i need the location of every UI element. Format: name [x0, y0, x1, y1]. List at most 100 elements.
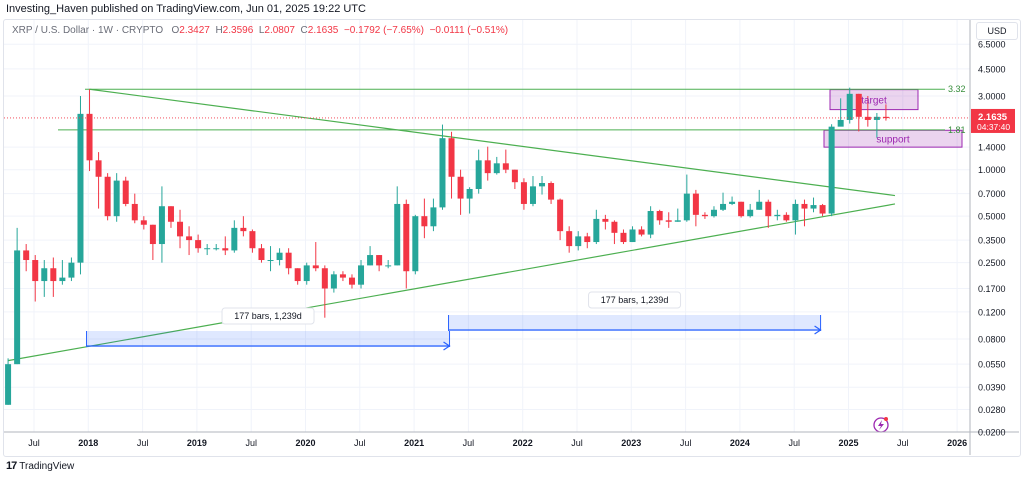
open-value: 2.3427	[179, 25, 210, 36]
price-tick-label: 6.5000	[978, 40, 1006, 50]
candle-body	[68, 262, 75, 278]
candle-body	[457, 176, 464, 199]
candle-body	[330, 274, 337, 289]
candle-body	[756, 201, 763, 210]
publish-info: Investing_Haven published on TradingView…	[6, 3, 366, 15]
time-tick-label: Jul	[788, 438, 800, 448]
candle-body	[710, 209, 717, 217]
time-tick-label: 2022	[513, 438, 533, 448]
candle-body	[448, 138, 455, 177]
candle-body	[539, 183, 546, 187]
candle-body	[484, 160, 491, 174]
candle-body	[285, 252, 292, 269]
candle-body	[855, 93, 862, 117]
high-value: 2.3596	[222, 25, 254, 36]
high-label: H	[215, 25, 223, 36]
candle-body	[656, 211, 663, 221]
candle-body	[131, 203, 138, 221]
candle-body	[475, 160, 482, 189]
candle-body	[466, 188, 473, 199]
candle-body	[376, 255, 383, 266]
candle-body	[430, 207, 437, 227]
last-price-label: 2.1635	[978, 112, 1008, 123]
price-tick-label: 0.0200	[978, 428, 1006, 438]
candle-body	[258, 248, 265, 261]
candle-body	[529, 186, 536, 204]
price-axis: 6.5000 4.5000 3.0000 1.4000 1.0000 0.7000 0.50…	[978, 40, 1006, 438]
time-tick-label: 2021	[404, 438, 424, 448]
currency-button[interactable]: USD	[976, 22, 1018, 40]
candle-body	[412, 216, 419, 272]
candle-body	[167, 206, 174, 222]
candle-body	[520, 182, 527, 204]
candle-body	[222, 248, 229, 251]
candle-body	[59, 277, 66, 282]
price-tick-label: 0.3500	[978, 236, 1006, 246]
candle-body	[312, 265, 319, 269]
time-tick-label: 2018	[78, 438, 98, 448]
candle-body	[674, 220, 681, 222]
price-tick-label: 0.5000	[978, 212, 1006, 222]
zone-label: support	[876, 135, 910, 146]
candle-body	[701, 214, 708, 217]
candle-body	[240, 227, 247, 232]
symbol-label[interactable]: XRP / U.S. Dollar · 1W · CRYPTO	[12, 25, 164, 36]
candle-body	[321, 268, 328, 289]
candle-body	[14, 250, 21, 365]
candle-body	[149, 224, 156, 245]
brand-name: TradingView	[19, 460, 75, 472]
candle-body	[692, 193, 699, 215]
candle-body	[113, 180, 120, 217]
time-tick-label: Jul	[680, 438, 692, 448]
chart-frame	[3, 19, 1021, 457]
candle-body	[511, 169, 518, 183]
date-range-box	[86, 331, 450, 347]
lightning-bolt-icon	[878, 420, 884, 430]
candle-body	[638, 229, 645, 235]
time-tick-label: Jul	[28, 438, 40, 448]
candle-body	[837, 119, 844, 127]
candle-body	[792, 203, 799, 221]
candle-body	[882, 116, 889, 119]
candle-body	[502, 163, 509, 170]
candle-body	[593, 218, 600, 243]
date-range-label-box	[221, 307, 315, 325]
last-price-tag	[971, 108, 1015, 133]
time-axis: Jul 2018 Jul 2019 Jul 2020 Jul 2021 Jul 2022 Jul 20…	[28, 438, 967, 448]
candle-body	[683, 193, 690, 221]
trendline	[7, 203, 896, 362]
candle-body	[421, 216, 428, 227]
candle-body	[738, 201, 745, 217]
candle-body	[231, 227, 238, 251]
price-tick-label: 0.1700	[978, 284, 1006, 294]
candle-body	[294, 268, 301, 282]
candle-body	[720, 203, 727, 210]
time-tick-label: Jul	[897, 438, 909, 448]
candle-body	[394, 203, 401, 266]
price-tick-label: 3.0000	[978, 92, 1006, 102]
candle-body	[276, 252, 283, 261]
candles	[5, 87, 889, 405]
open-label: O	[171, 25, 180, 36]
time-tick-label: Jul	[354, 438, 366, 448]
candle-body	[213, 248, 220, 250]
drawings	[7, 88, 963, 362]
candle-body	[665, 220, 672, 222]
candle-body	[548, 183, 555, 200]
candle-body	[566, 231, 573, 247]
candle-body	[358, 265, 365, 285]
level-label: 1.81	[948, 125, 966, 135]
candle-body	[41, 268, 48, 282]
candle-body	[158, 206, 165, 245]
price-tick-label: 1.4000	[978, 143, 1006, 153]
candle-body	[783, 214, 790, 221]
candle-body	[584, 236, 591, 243]
candle-body	[647, 211, 654, 235]
time-tick-label: 2026	[947, 438, 967, 448]
candle-body	[801, 203, 808, 209]
candle-body	[122, 180, 129, 204]
candle-body	[303, 265, 310, 282]
tradingview-logo[interactable]: 17 TradingView	[6, 460, 74, 472]
notification-dot	[884, 417, 888, 421]
